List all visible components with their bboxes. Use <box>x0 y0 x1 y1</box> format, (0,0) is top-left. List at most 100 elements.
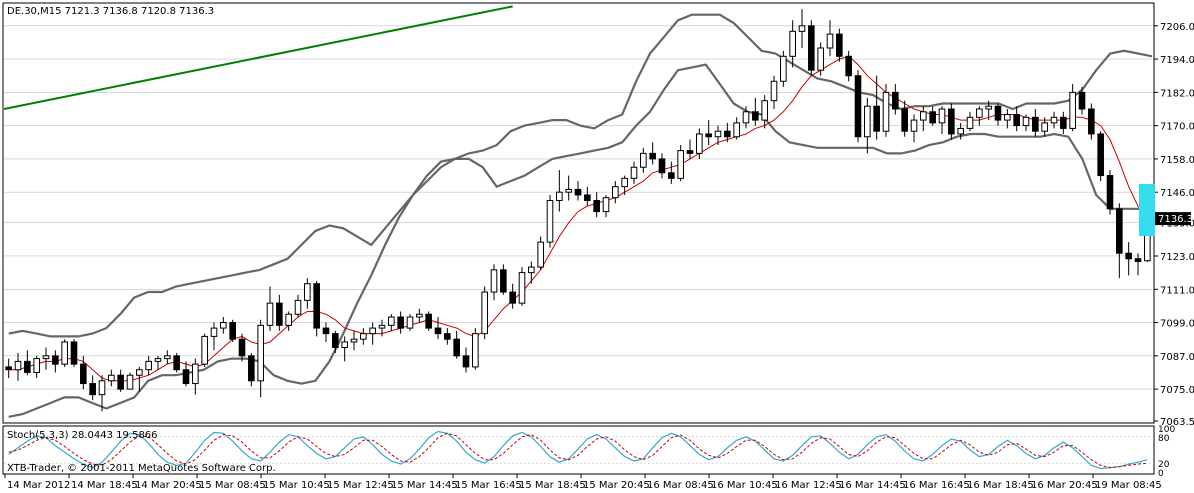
candle-body-bull <box>882 91 890 132</box>
candle-body-bear <box>5 366 12 371</box>
candle-body-bull <box>416 313 423 318</box>
candle <box>341 336 348 362</box>
candle-body-bull <box>602 197 610 213</box>
time-tick-label: 15 Mar 18:45 <box>519 480 586 491</box>
candle <box>546 194 554 248</box>
time-tick-label: 14 Mar 20:45 <box>135 480 202 491</box>
candle-body-bear <box>425 313 432 329</box>
candle-body-bear <box>658 158 666 174</box>
candle-body-bull <box>938 108 946 124</box>
candle-body-bull <box>360 333 367 340</box>
candle <box>369 322 376 345</box>
candle <box>789 20 796 68</box>
candle <box>481 286 488 340</box>
candle-body-bear <box>52 355 59 365</box>
candle <box>229 319 236 342</box>
candle <box>714 125 722 146</box>
candle-body-bear <box>1078 91 1086 110</box>
candle-body-bear <box>182 369 190 385</box>
price-tick-label: 7194.0 <box>1160 55 1194 66</box>
candle <box>668 161 675 184</box>
candle <box>938 106 946 134</box>
candle <box>164 350 171 365</box>
candle <box>948 103 955 140</box>
candle-body-bull <box>136 369 143 376</box>
candle <box>322 322 330 342</box>
price-tick-label: 7146.0 <box>1160 188 1194 199</box>
candle-body-bull <box>126 374 134 390</box>
candle <box>640 147 647 173</box>
candle-body-bear <box>948 108 955 135</box>
candle-body-bear <box>892 91 899 110</box>
candle-body-bear <box>444 333 451 340</box>
candle <box>780 50 787 87</box>
candle-body-bear <box>686 150 694 154</box>
candle-body-bull <box>490 269 498 293</box>
candle <box>537 236 544 270</box>
candle <box>509 283 516 309</box>
candle <box>1022 114 1030 132</box>
candle-body-bull <box>742 111 750 124</box>
candle <box>854 70 862 143</box>
candle <box>294 294 302 317</box>
time-tick-label: 14 Mar 2012 <box>7 480 70 491</box>
price-tick-label: 7075.0 <box>1160 385 1194 396</box>
stoch-label: Stoch(5,3,3) 28.0443 19.5866 <box>7 430 158 441</box>
candle <box>14 353 22 381</box>
candle-body-bull <box>14 360 22 371</box>
candle <box>901 100 908 137</box>
candle-body-bear <box>1116 208 1123 254</box>
candle-body-bear <box>752 111 759 121</box>
candle-body-bull <box>528 266 535 274</box>
time-tick-label: 16 Mar 20:45 <box>1031 480 1098 491</box>
candle-body-bull <box>976 108 983 118</box>
candle <box>42 347 50 370</box>
time-tick-label: 16 Mar 08:45 <box>647 480 714 491</box>
time-tick-label: 16 Mar 10:45 <box>711 480 778 491</box>
candle-body-bull <box>985 105 992 110</box>
candle-body-bear <box>500 269 507 293</box>
candle <box>864 97 871 154</box>
candle-body-bear <box>1060 116 1067 129</box>
candle-body-bull <box>145 360 152 371</box>
candle <box>724 122 731 143</box>
candle-body-bull <box>733 122 740 138</box>
candle-body-bear <box>929 111 936 124</box>
candle-body-bull <box>696 133 703 154</box>
candle <box>80 355 87 390</box>
trendline-group <box>3 5 513 110</box>
candle-body-bull <box>518 272 526 304</box>
candle-body-bear <box>276 302 283 326</box>
candle <box>5 358 12 379</box>
candle-body-bull <box>1022 116 1030 127</box>
candle <box>892 84 899 115</box>
candle-body-bear <box>854 75 862 138</box>
candle-body-bear <box>1013 114 1020 127</box>
candle-body-bear <box>229 322 236 340</box>
candle-body-bear <box>1097 133 1104 177</box>
candle <box>98 375 106 412</box>
candle-body-bull <box>789 30 796 57</box>
candle <box>602 194 610 218</box>
candle <box>798 9 806 48</box>
candle <box>89 375 96 401</box>
candle <box>528 261 535 284</box>
candle-body-bull <box>257 324 264 382</box>
candle <box>584 186 591 207</box>
candle <box>220 317 227 334</box>
candle-body-bear <box>322 327 330 335</box>
price-tick-label: 7182.0 <box>1160 88 1194 99</box>
candle <box>677 145 684 182</box>
time-tick-label: 15 Mar 10:45 <box>263 480 330 491</box>
time-tick-label: 15 Mar 20:45 <box>583 480 650 491</box>
time-tick-label: 15 Mar 14:45 <box>391 480 458 491</box>
candle-body-bull <box>817 47 824 71</box>
candle-body-bull <box>98 380 106 396</box>
candle-body-bull <box>630 166 638 179</box>
candle-body-bull <box>481 291 488 335</box>
candle <box>1116 203 1123 279</box>
candle-body-bear <box>668 172 675 179</box>
moving-average <box>8 55 1157 382</box>
candle-body-bear <box>248 355 255 382</box>
